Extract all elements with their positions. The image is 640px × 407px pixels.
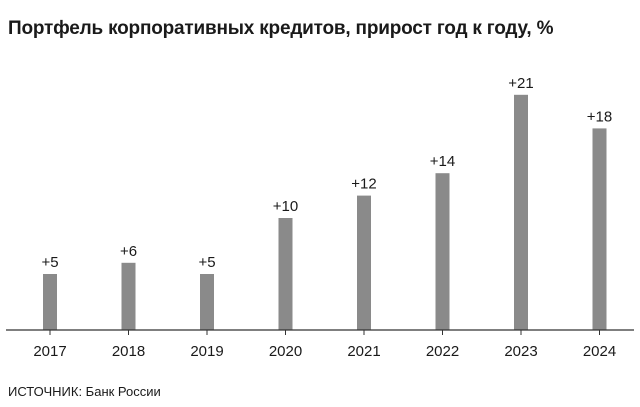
- bar-2020: [278, 218, 293, 330]
- x-tick-label-2022: 2022: [426, 343, 459, 360]
- x-tick-label-2018: 2018: [112, 343, 145, 360]
- data-label-2022: +14: [430, 153, 455, 170]
- data-label-2020: +10: [273, 198, 298, 215]
- data-label-2021: +12: [351, 176, 376, 193]
- bar-2021: [357, 195, 371, 330]
- data-label-2023: +21: [508, 75, 533, 92]
- x-ticks-group: [49, 330, 600, 335]
- data-label-2024: +18: [587, 108, 612, 125]
- x-tick-label-2019: 2019: [190, 343, 223, 360]
- data-label-2018: +6: [120, 243, 137, 260]
- x-tick-labels-group: 2017 2018 2019 2020 2021 2022 2023 2024: [33, 343, 616, 360]
- x-tick-label-2021: 2021: [347, 343, 380, 360]
- bar-2024: [592, 128, 607, 330]
- bar-2023: [514, 94, 528, 330]
- bars-group: [43, 94, 607, 330]
- x-tick-label-2024: 2024: [583, 343, 616, 360]
- data-label-2017: +5: [41, 254, 58, 271]
- x-tick-label-2023: 2023: [504, 343, 537, 360]
- bar-2018: [121, 262, 136, 330]
- chart-title: Портфель корпоративных кредитов, прирост…: [8, 18, 554, 39]
- bar-2019: [200, 274, 214, 330]
- data-labels-group: +5 +6 +5 +10 +12 +14 +21 +18: [41, 75, 612, 271]
- x-tick-label-2020: 2020: [269, 343, 302, 360]
- bar-2022: [435, 173, 450, 330]
- x-tick-label-2017: 2017: [33, 343, 66, 360]
- bar-2017: [43, 274, 57, 330]
- data-label-2019: +5: [198, 254, 215, 271]
- source-note: ИСТОЧНИК: Банк России: [8, 384, 161, 399]
